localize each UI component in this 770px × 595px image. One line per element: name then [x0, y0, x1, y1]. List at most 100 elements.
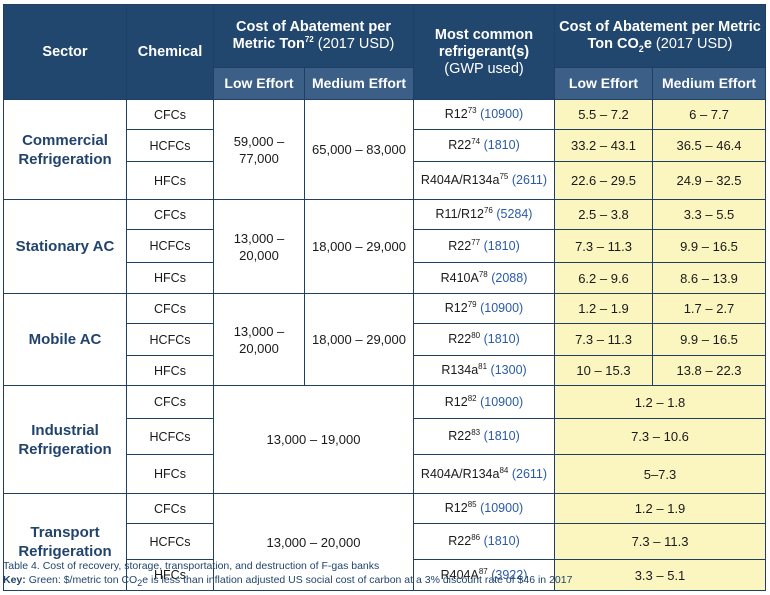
chemical-cell: HCFCs: [126, 418, 214, 455]
co2e-medium-cell: 8.6 – 13.9: [652, 262, 766, 294]
co2e-low-cell: 6.2 – 9.6: [554, 262, 653, 294]
gwp-value: (2611): [511, 466, 548, 481]
gwp-value: (10900): [480, 501, 524, 515]
gwp-value: (10900): [480, 107, 524, 121]
sector-cell: Stationary AC: [3, 199, 127, 294]
refrigerant-cell: R2277 (1810): [413, 229, 555, 263]
refrigerant-name: R134a: [441, 363, 479, 377]
co2e-low-cell: 2.5 – 3.8: [554, 199, 653, 230]
refrigerant-name: R22: [448, 534, 472, 548]
footnote-ref: 79: [467, 299, 477, 309]
refrigerant-cell: R134a81 (1300): [413, 355, 555, 386]
footnote-ref: 87: [478, 566, 488, 576]
footnote-ref: 80: [471, 330, 481, 340]
header-sector: Sector: [3, 4, 127, 100]
co2e-low-cell: 10 – 15.3: [554, 355, 653, 386]
gwp-value: (1810): [483, 138, 520, 152]
co2e-combined-cell: 7.3 – 11.3: [554, 523, 766, 560]
chemical-cell: HFCs: [126, 559, 214, 591]
refrigerant-cell: R2280 (1810): [413, 323, 555, 356]
refrigerant-cell: R404A/R134a75 (2611): [413, 161, 555, 200]
refrigerant-name: R404A/R134a: [420, 466, 500, 481]
table-row: Commercial Refrigeration CFCs 59,000 – 77,…: [3, 99, 766, 200]
table-row: HCFCs R2280 (1810) 7.3 – 11.3 9.9 – 16.5: [4, 323, 766, 356]
sector-cell: Transport Refrigeration: [3, 493, 127, 591]
header-cost-metric-ton: Cost of Abatement per Metric Ton72 (2017…: [213, 4, 414, 68]
chemical-cell: HCFCs: [126, 523, 214, 560]
chemical-cell: CFCs: [126, 385, 214, 419]
gwp-value: (1300): [490, 363, 527, 377]
header-co2e-medium-effort: Medium Effort: [652, 67, 766, 100]
gwp-value: (10900): [480, 301, 524, 315]
footnote-ref: 78: [478, 269, 488, 279]
cost-medium-cell: 18,000 – 29,000: [304, 293, 414, 386]
co2e-medium-cell: 1.7 – 2.7: [652, 293, 766, 324]
table-row: Stationary AC CFCs 13,000 – 20,000 18,000 –…: [3, 199, 766, 294]
gwp-value: (2611): [511, 173, 548, 187]
co2e-low-cell: 1.2 – 1.9: [554, 293, 653, 324]
header-low-effort: Low Effort: [213, 67, 305, 100]
caption-title: Table 4. Cost of recovery, storage, tran…: [3, 560, 380, 572]
refrigerant-cell: R1282 (10900): [413, 385, 555, 419]
chemical-cell: CFCs: [126, 293, 214, 324]
co2e-medium-cell: 6 – 7.7: [652, 99, 766, 130]
chemical-cell: HFCs: [126, 262, 214, 294]
co2e-medium-cell: 9.9 – 16.5: [652, 323, 766, 356]
co2e-low-cell: 5.5 – 7.2: [554, 99, 653, 130]
gwp-value: (5284): [496, 207, 533, 221]
footnote-ref: 73: [467, 105, 477, 115]
co2e-low-cell: 7.3 – 11.3: [554, 229, 653, 263]
refrigerant-cell: R410A78 (2088): [413, 262, 555, 294]
footnote-ref: 76: [483, 205, 493, 215]
footnote-ref: 81: [478, 361, 488, 371]
refrigerant-name: R12: [444, 301, 468, 315]
refrigerant-cell: R1285 (10900): [413, 493, 555, 524]
gwp-value: (1810): [483, 332, 520, 346]
chemical-cell: HCFCs: [126, 229, 214, 263]
chemical-cell: HFCs: [126, 161, 214, 200]
co2e-medium-cell: 9.9 – 16.5: [652, 229, 766, 263]
co2e-combined-cell: 5–7.3: [554, 454, 766, 494]
co2e-combined-cell: 1.2 – 1.8: [554, 385, 766, 419]
refrigerant-name: R404A: [440, 567, 479, 582]
refrigerant-cell: R404A/R134a84 (2611): [413, 454, 555, 494]
chemical-cell: CFCs: [126, 199, 214, 230]
refrigerant-name: R12: [444, 501, 468, 515]
footnote-ref: 85: [467, 499, 477, 509]
table-row: HFCs R410A78 (2088) 6.2 – 9.6 8.6 – 13.9: [4, 262, 766, 294]
gwp-value: (10900): [480, 394, 524, 409]
co2e-combined-cell: 1.2 – 1.9: [554, 493, 766, 524]
table-caption: Table 4. Cost of recovery, storage, tran…: [3, 559, 572, 588]
table-body: Commercial Refrigeration CFCs 59,000 – 77,…: [3, 99, 766, 591]
table-row: Transport Refrigeration CFCs 13,000 – 20,0…: [3, 493, 766, 591]
refrigerant-name: R22: [448, 238, 472, 253]
header-refrigerant: Most common refrigerant(s) (GWP used): [413, 4, 555, 100]
refrigerant-name: R22: [448, 332, 472, 346]
table-row: HCFCs R2286 (1810) 7.3 – 11.3: [4, 523, 766, 560]
footnote-ref: 83: [471, 427, 481, 437]
footnote-ref: 84: [499, 465, 509, 475]
co2e-medium-cell: 13.8 – 22.3: [652, 355, 766, 386]
co2e-combined-cell: 3.3 – 5.1: [554, 559, 766, 591]
footnote-ref: 74: [471, 136, 481, 146]
refrigerant-name: R12: [444, 107, 468, 121]
table-row: Industrial Refrigeration CFCs 13,000 – 19,…: [3, 385, 766, 494]
co2e-medium-cell: 36.5 – 46.4: [652, 129, 766, 162]
chemical-cell: CFCs: [126, 493, 214, 524]
cost-combined-cell: 13,000 – 20,000: [213, 493, 414, 591]
table-row: HCFCs R2283 (1810) 7.3 – 10.6: [4, 418, 766, 455]
refrigerant-name: R12: [444, 394, 468, 409]
chemical-cell: HCFCs: [126, 129, 214, 162]
header-co2e-low-effort: Low Effort: [554, 67, 653, 100]
refrigerant-name: R22: [448, 429, 472, 443]
chemical-cell: HFCs: [126, 355, 214, 386]
header-cost-co2e: Cost of Abatement per Metric Ton CO2e (2…: [554, 4, 766, 68]
sector-cell: Commercial Refrigeration: [3, 99, 127, 200]
cost-low-cell: 59,000 – 77,000: [213, 99, 305, 200]
refrigerant-cell: R1279 (10900): [413, 293, 555, 324]
footnote-ref: 75: [499, 171, 509, 181]
chemical-cell: HCFCs: [126, 323, 214, 356]
co2e-low-cell: 7.3 – 11.3: [554, 323, 653, 356]
header-medium-effort: Medium Effort: [304, 67, 414, 100]
table-row: HCFCs R2274 (1810) 33.2 – 43.1 36.5 – 46.4: [4, 129, 766, 162]
